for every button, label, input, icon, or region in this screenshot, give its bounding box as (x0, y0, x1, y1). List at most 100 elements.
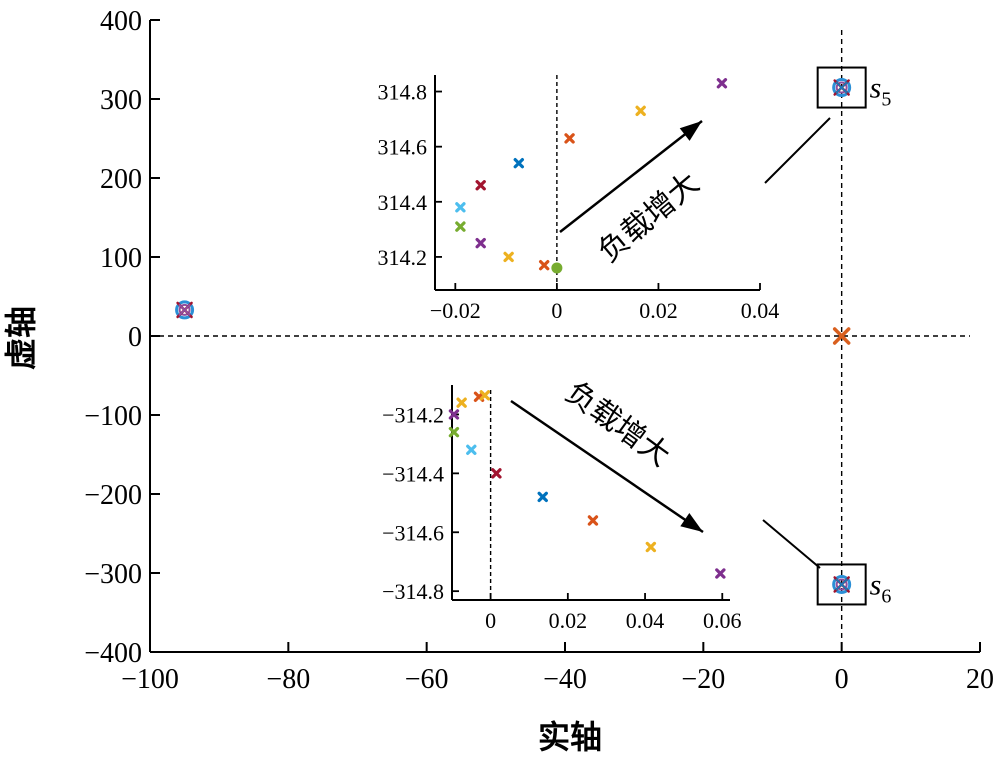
inset-upper: 314.8 314.6 314.4 314.2 −0.02 0 0.02 0.04 负载增大 (378, 75, 780, 323)
inset-point-6 (538, 259, 550, 271)
pole-label-upper: s5 (870, 72, 892, 111)
load-increase-label: 负载增大 (559, 375, 677, 474)
inset-x-tick-label: 0 (485, 608, 496, 633)
callout-line-upper (764, 117, 831, 184)
pole-box-lower (816, 563, 867, 606)
inset-y-tick-label: 314.4 (378, 190, 428, 215)
inset-x-tick-label: 0.02 (639, 298, 678, 323)
inset-y-tick-label: 314.6 (378, 135, 428, 160)
inset-point-4 (448, 426, 460, 438)
pole-inner-circle (178, 303, 191, 316)
pole-cross-inner (178, 303, 191, 316)
inset-point-3 (448, 409, 460, 420)
pole-cross-inner (835, 578, 848, 591)
inset-point-9-stroke-b (645, 541, 657, 553)
x-tick-label: 0 (835, 664, 849, 695)
inset-point-10 (715, 568, 726, 579)
inset-y-tick-label: −314.2 (382, 402, 444, 427)
inset-point-9 (635, 105, 646, 117)
inset-point-10-stroke-b (716, 78, 728, 89)
pole-cross-inner (835, 81, 848, 94)
inset-point-7-stroke-b (537, 491, 548, 503)
pole-label-name: s (870, 72, 882, 105)
pole-label-lower: s6 (870, 568, 892, 607)
pole-label-name: s (870, 568, 882, 601)
inset-point-3-stroke-b (475, 180, 486, 191)
inset-point-7 (537, 491, 548, 503)
inset-y-tick-label: −314.6 (382, 520, 444, 545)
pole-cross-inner-stroke-b (835, 81, 848, 94)
x-axis-title: 实轴 (538, 718, 602, 756)
main-pole-3 (832, 327, 851, 345)
inset-point-1-stroke-b (455, 202, 466, 213)
inset-x-tick-label: 0.04 (741, 298, 780, 323)
inset-point-1-stroke-b (479, 390, 491, 401)
inset-point-4-stroke-b (448, 426, 460, 438)
inset-point-9 (645, 541, 657, 553)
pole-circle (175, 300, 195, 320)
x-tick-label: −20 (681, 664, 725, 695)
inset-x-tick-label: 0.02 (549, 608, 588, 633)
inset-y-tick-label: 314.8 (378, 80, 428, 105)
inset-point-8 (587, 515, 599, 526)
inset-point-10 (716, 78, 728, 89)
inset-y-tick-label: −314.4 (382, 461, 444, 486)
inset-point-6 (491, 468, 502, 479)
pole-label-subscript: 6 (881, 585, 891, 607)
x-tick-label: −40 (543, 664, 587, 695)
inset-point-2 (456, 397, 467, 408)
inset-y-tick-label: 314.2 (378, 245, 428, 270)
inset-point-2-stroke-b (475, 237, 486, 249)
inset-point-5 (466, 444, 477, 455)
pole-box-upper (816, 66, 867, 109)
x-tick-label: −80 (266, 664, 310, 695)
pole-inner-circle (835, 81, 848, 94)
inset-point-1 (455, 202, 466, 213)
inset-point-6-stroke-b (538, 259, 550, 271)
pole-inner-circle (835, 578, 848, 591)
pole-cross-inner-stroke-b (178, 303, 191, 316)
inset-point-8-stroke-b (564, 133, 575, 144)
load-increase-label: 负载增大 (592, 166, 706, 270)
pole-label-subscript: 5 (881, 89, 891, 111)
inset-x-tick-label: 0.06 (703, 608, 742, 633)
y-tick-label: 100 (100, 243, 142, 274)
x-tick-label: −100 (121, 664, 179, 695)
load-increase-arrow-shaft (559, 120, 703, 233)
inset-point-3-stroke-b (448, 409, 460, 420)
load-increase-arrow-shaft (510, 399, 704, 534)
y-tick-label: 0 (128, 322, 142, 353)
inset-x-tick-label: 0 (551, 298, 562, 323)
inset-point-1 (479, 390, 491, 401)
inset-y-tick-label: −314.8 (382, 579, 444, 604)
inset-point-8-stroke-b (587, 515, 599, 526)
inset-lower: −314.2 −314.4 −314.6 −314.8 0 0.02 0.04 0.06 负载增… (382, 375, 741, 633)
inset-x-tick-label: −0.02 (430, 298, 481, 323)
callout-line-lower (762, 519, 821, 569)
main-pole-2 (832, 574, 852, 594)
inset-point-0-stroke-b (473, 391, 485, 402)
y-axis-title: 虚轴 (2, 306, 40, 370)
zero-cross (832, 327, 851, 345)
y-tick-label: −400 (84, 638, 142, 669)
inset-point-3 (475, 180, 486, 191)
y-tick-label: −100 (84, 401, 142, 432)
inset-point-6-stroke-b (491, 468, 502, 479)
inset-point-5-stroke-b (466, 444, 477, 455)
inset-point-2-stroke-b (456, 397, 467, 408)
y-tick-label: 300 (100, 85, 142, 116)
inset-point-4 (503, 251, 514, 263)
load-increase-arrow-head (680, 512, 703, 532)
inset-point-10-stroke-b (715, 568, 726, 579)
x-tick-label: 20 (966, 664, 994, 695)
inset-x-tick-label: 0.04 (626, 608, 665, 633)
zero-cross-stroke-b (832, 327, 851, 345)
inset-point-7 (551, 262, 563, 274)
inset-point-0-stroke-b (455, 221, 466, 232)
inset-point-8 (564, 133, 575, 144)
inset-point-9-stroke-b (635, 105, 646, 117)
x-tick-label: −60 (405, 664, 449, 695)
